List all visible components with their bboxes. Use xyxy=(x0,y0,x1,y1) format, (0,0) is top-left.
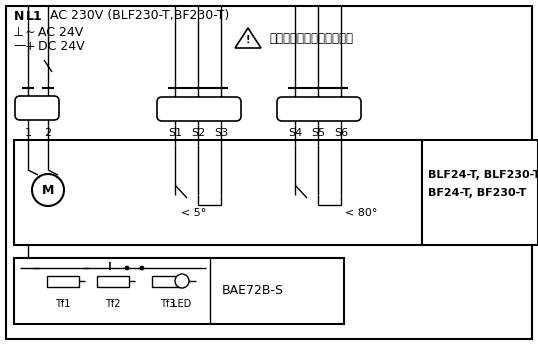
Text: —: — xyxy=(13,39,25,52)
Text: 1: 1 xyxy=(25,128,32,138)
Text: L1: L1 xyxy=(26,10,43,22)
Text: AC 230V (BLF230-T,BF230-T): AC 230V (BLF230-T,BF230-T) xyxy=(50,10,229,22)
Text: S1: S1 xyxy=(168,128,182,138)
Bar xyxy=(152,276,184,287)
Text: BF24-T, BF230-T: BF24-T, BF230-T xyxy=(428,188,526,198)
Bar xyxy=(14,258,344,324)
Text: BAE72B-S: BAE72B-S xyxy=(222,284,284,296)
Text: Tf3: Tf3 xyxy=(160,299,176,309)
FancyBboxPatch shape xyxy=(15,96,59,120)
FancyBboxPatch shape xyxy=(157,97,241,121)
Polygon shape xyxy=(235,28,261,48)
Text: S4: S4 xyxy=(288,128,302,138)
Text: !: ! xyxy=(246,35,250,45)
Text: ~: ~ xyxy=(25,26,36,39)
Text: DC 24V: DC 24V xyxy=(38,39,84,52)
Text: S2: S2 xyxy=(191,128,205,138)
Text: < 5°: < 5° xyxy=(181,208,206,218)
Text: N: N xyxy=(14,10,24,22)
Circle shape xyxy=(175,274,189,288)
Circle shape xyxy=(140,266,144,270)
Text: 通过安全隔离的变压器连接: 通过安全隔离的变压器连接 xyxy=(269,31,353,45)
Text: ⊥: ⊥ xyxy=(13,26,24,39)
Bar xyxy=(47,276,79,287)
Text: BLF24-T, BLF230-T: BLF24-T, BLF230-T xyxy=(428,170,538,180)
Bar xyxy=(14,140,422,245)
Bar xyxy=(97,276,129,287)
Text: AC 24V: AC 24V xyxy=(38,26,83,39)
Bar xyxy=(422,140,538,245)
Text: M: M xyxy=(42,184,54,197)
Text: S3: S3 xyxy=(214,128,228,138)
Text: +: + xyxy=(25,39,36,52)
Text: LED: LED xyxy=(172,299,192,309)
Text: 2: 2 xyxy=(45,128,52,138)
Text: S6: S6 xyxy=(334,128,348,138)
Text: Tf1: Tf1 xyxy=(55,299,70,309)
Text: Tf2: Tf2 xyxy=(105,299,121,309)
Circle shape xyxy=(32,174,64,206)
Circle shape xyxy=(125,266,129,270)
Text: < 80°: < 80° xyxy=(345,208,377,218)
FancyBboxPatch shape xyxy=(277,97,361,121)
Text: S5: S5 xyxy=(311,128,325,138)
